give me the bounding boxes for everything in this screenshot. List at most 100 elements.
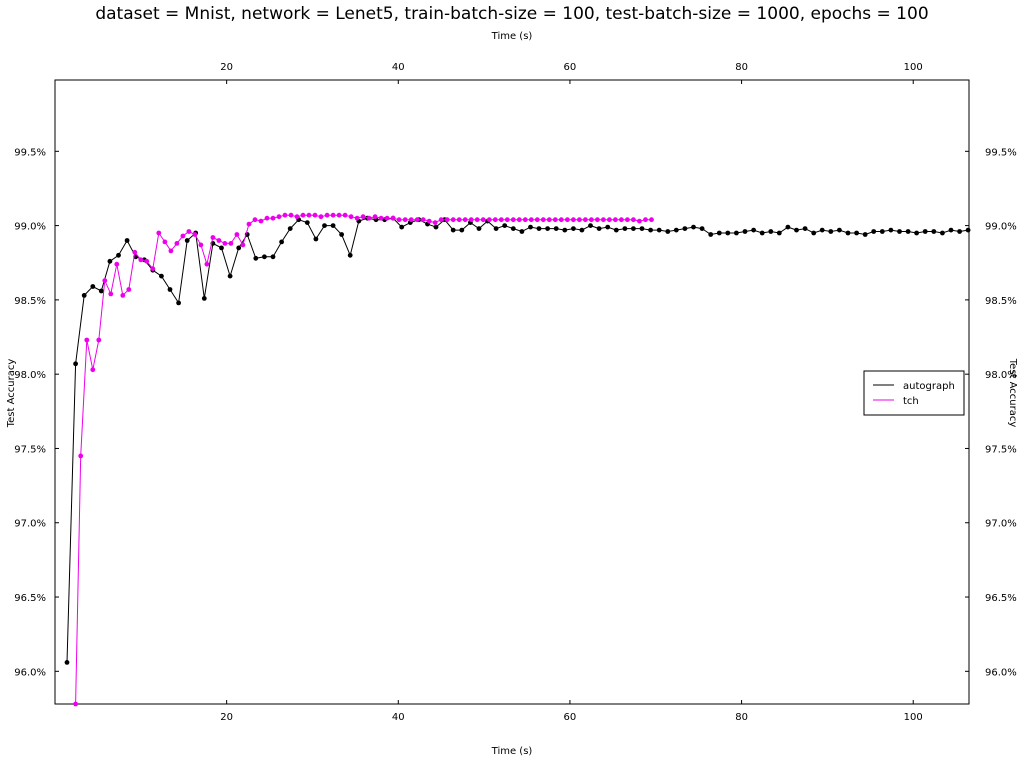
data-point-tch: [318, 214, 324, 220]
data-point-autograph: [304, 220, 310, 226]
data-point-tch: [649, 217, 654, 223]
data-point-autograph: [450, 227, 456, 233]
data-point-autograph: [399, 224, 405, 230]
data-point-tch: [96, 337, 102, 343]
series-layer: [64, 212, 971, 707]
data-point-tch: [240, 242, 246, 248]
data-point-autograph: [493, 226, 499, 232]
data-point-tch: [330, 212, 336, 218]
data-point-tch: [420, 217, 426, 223]
data-point-autograph: [167, 287, 173, 292]
data-point-tch: [474, 217, 480, 223]
y-tick-label-left: 96.5%: [14, 593, 46, 604]
series-line-tch: [75, 214, 652, 705]
data-point-tch: [456, 217, 462, 223]
data-point-autograph: [776, 230, 782, 236]
data-point-autograph: [879, 229, 885, 234]
legend-box: [863, 370, 965, 416]
x-tick-label-bottom: 100: [904, 712, 923, 723]
data-point-tch: [324, 212, 330, 218]
data-point-autograph: [948, 227, 954, 233]
data-point-tch: [504, 217, 510, 223]
data-point-autograph: [339, 232, 344, 237]
data-point-autograph: [519, 229, 525, 234]
data-point-tch: [510, 217, 516, 223]
y-tick-label-right: 98.5%: [985, 296, 1017, 307]
data-point-autograph: [502, 223, 508, 229]
data-point-tch: [625, 217, 630, 223]
data-point-tch: [192, 232, 198, 237]
y-tick-label-right: 99.0%: [985, 222, 1017, 233]
data-point-autograph: [459, 227, 465, 233]
data-point-tch: [534, 217, 540, 223]
data-point-tch: [354, 215, 360, 221]
data-point-autograph: [665, 229, 671, 234]
data-point-autograph: [965, 227, 971, 233]
data-point-autograph: [897, 229, 902, 234]
data-point-tch: [204, 261, 210, 267]
x-axis-label-top: Time (s): [491, 31, 533, 42]
data-point-tch: [601, 217, 606, 223]
data-point-autograph: [279, 239, 284, 245]
data-point-autograph: [725, 230, 731, 236]
data-point-autograph: [708, 232, 714, 237]
data-point-tch: [450, 217, 456, 223]
data-point-tch: [565, 217, 570, 223]
data-point-autograph: [957, 229, 962, 234]
data-point-tch: [258, 218, 264, 224]
data-point-tch: [78, 453, 84, 459]
data-point-tch: [408, 217, 414, 223]
data-point-autograph: [914, 230, 919, 236]
y-tick-label-right: 96.5%: [985, 593, 1017, 604]
data-point-tch: [372, 214, 378, 220]
data-point-autograph: [691, 224, 696, 230]
series-line-autograph: [66, 217, 969, 663]
data-point-autograph: [862, 232, 868, 237]
data-point-tch: [643, 217, 648, 223]
data-point-autograph: [648, 227, 653, 233]
data-point-autograph: [73, 361, 78, 367]
legend-label-autograph: autograph: [903, 381, 955, 392]
data-point-tch: [132, 249, 138, 255]
y-axis-label-left: Test Accuracy: [6, 359, 17, 429]
data-point-autograph: [562, 227, 568, 233]
data-point-autograph: [476, 226, 482, 232]
data-point-autograph: [622, 226, 628, 232]
data-point-autograph: [528, 224, 533, 230]
data-point-tch: [577, 217, 582, 223]
x-tick-label-top: 40: [392, 62, 405, 73]
data-point-tch: [595, 217, 600, 223]
data-point-autograph: [98, 288, 104, 294]
data-point-tch: [252, 217, 258, 223]
legend-label-tch: tch: [903, 396, 919, 407]
data-point-autograph: [613, 227, 619, 233]
x-tick-label-bottom: 20: [220, 712, 233, 723]
data-point-tch: [210, 235, 216, 240]
data-point-tch: [234, 232, 240, 237]
x-tick-label-bottom: 60: [564, 712, 577, 723]
plot-frame: [54, 79, 970, 705]
data-point-tch: [162, 239, 168, 245]
x-axis-label-bottom: Time (s): [491, 746, 533, 757]
data-point-tch: [186, 229, 192, 234]
data-point-tch: [294, 214, 300, 220]
data-point-autograph: [219, 245, 224, 251]
data-point-tch: [366, 215, 372, 221]
data-point-tch: [462, 217, 468, 223]
x-tick-label-bottom: 40: [392, 712, 405, 723]
data-point-tch: [336, 212, 342, 218]
data-point-autograph: [605, 224, 611, 230]
data-point-tch: [264, 215, 270, 221]
data-point-tch: [138, 257, 144, 263]
x-tick-label-bottom: 80: [735, 712, 748, 723]
data-point-autograph: [888, 227, 894, 233]
x-tick-label-top: 60: [564, 62, 577, 73]
data-point-autograph: [588, 223, 593, 229]
data-point-tch: [396, 217, 402, 223]
data-point-tch: [571, 217, 576, 223]
data-point-autograph: [828, 229, 834, 234]
data-point-tch: [619, 217, 624, 223]
data-point-tch: [426, 218, 432, 224]
data-point-tch: [168, 248, 174, 254]
data-point-tch: [216, 238, 222, 243]
